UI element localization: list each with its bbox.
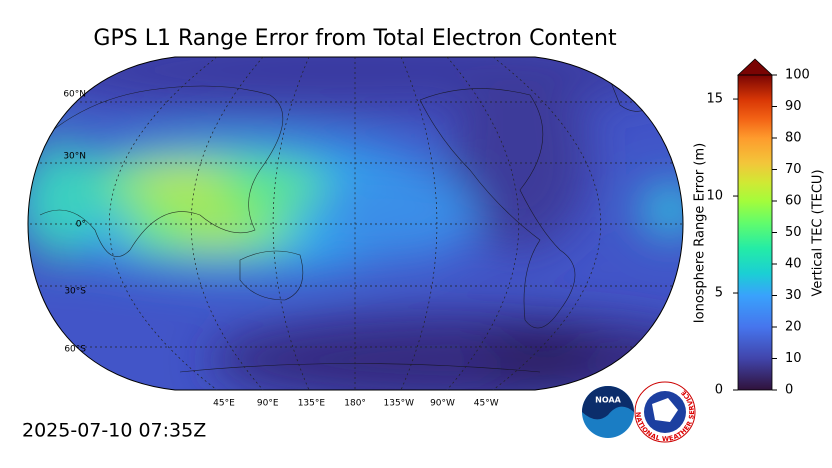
meridian xyxy=(272,57,310,390)
lon-label: 135°E xyxy=(298,399,326,409)
lon-label: 90°W xyxy=(430,399,455,409)
colorbar xyxy=(738,75,772,390)
title: GPS L1 Range Error from Total Electron C… xyxy=(93,26,617,51)
graticule xyxy=(28,57,683,390)
lat-label: 60°N xyxy=(63,90,86,100)
noaa-text: NOAA xyxy=(595,396,621,405)
tick-label: 90 xyxy=(785,99,802,114)
tec-label: Vertical TEC (TECU) xyxy=(811,169,826,296)
tick-label: 30 xyxy=(785,288,802,303)
tick-label: 60 xyxy=(785,194,802,209)
tick-label: 20 xyxy=(785,320,802,335)
lat-label: 0° xyxy=(76,220,86,230)
meridian xyxy=(191,57,264,390)
lon-label: 135°W xyxy=(384,399,415,409)
range-error-label: Ionosphere Range Error (m) xyxy=(693,143,708,323)
noaa-logo: NOAA xyxy=(582,386,634,438)
meridian xyxy=(492,57,602,390)
lat-label: 30°N xyxy=(63,152,86,162)
tick-label: 5 xyxy=(715,286,723,301)
lat-label: 60°S xyxy=(64,345,86,355)
tick-label: 10 xyxy=(706,189,723,204)
tick-label: 10 xyxy=(785,351,802,366)
tick-label: 100 xyxy=(785,68,810,83)
tick-label: 50 xyxy=(785,225,802,240)
tick-label: 40 xyxy=(785,257,802,272)
timestamp: 2025-07-10 07:35Z xyxy=(22,420,206,442)
tick-label: 0 xyxy=(785,383,793,398)
lat-label: 30°S xyxy=(64,287,86,297)
tick-label: 70 xyxy=(785,162,802,177)
tec-map xyxy=(28,57,683,390)
lon-label: 90°E xyxy=(257,399,279,409)
tick-label: 80 xyxy=(785,131,802,146)
meridian xyxy=(108,57,218,390)
colorbar-extend xyxy=(736,58,774,76)
lon-label: 180° xyxy=(344,399,366,409)
nws-logo: NATIONAL WEATHER SERVICE xyxy=(634,381,696,443)
meridian xyxy=(400,57,438,390)
tick-label: 0 xyxy=(715,383,723,398)
lon-label: 45°E xyxy=(213,399,235,409)
meridian xyxy=(446,57,519,390)
tick-label: 15 xyxy=(706,92,723,107)
lon-label: 45°W xyxy=(474,399,499,409)
